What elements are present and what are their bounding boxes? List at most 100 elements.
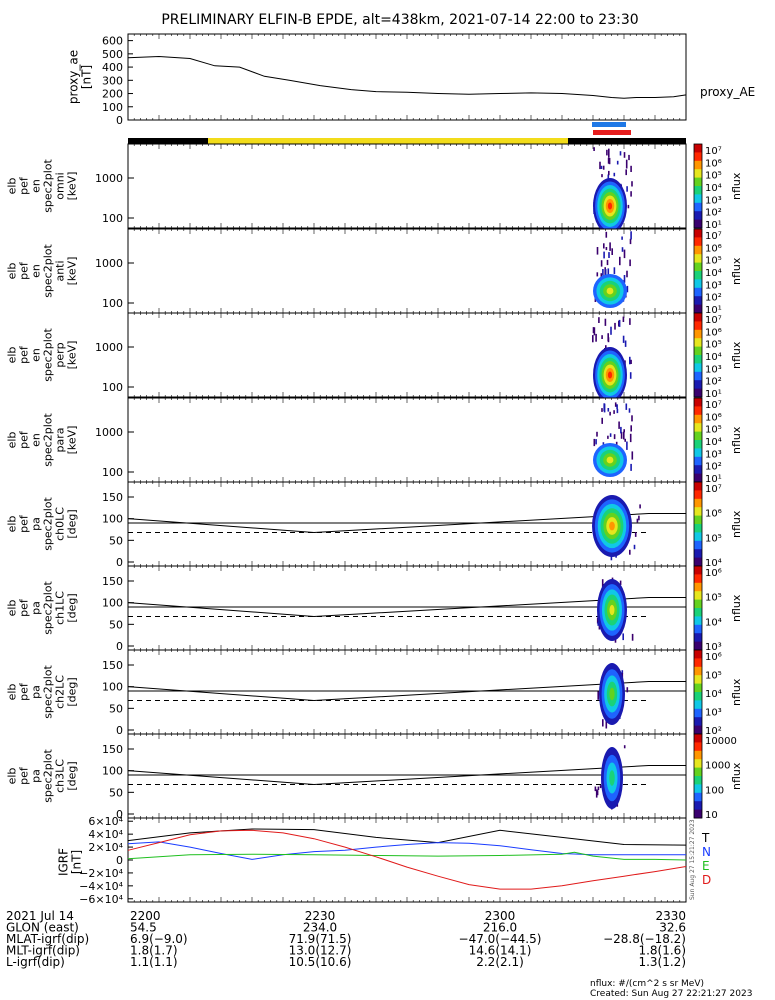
spectrogram-cell — [616, 408, 619, 414]
y-label-line: elb — [6, 178, 19, 195]
colorbar-cell — [694, 597, 702, 601]
spectrogram-cell — [622, 633, 624, 641]
colorbar-cell — [694, 357, 702, 360]
colorbar-cell — [694, 479, 702, 483]
colorbar-cell — [694, 706, 702, 710]
colorbar-tick-label: 10¹ — [705, 220, 722, 231]
colorbar-cell — [694, 515, 702, 519]
igrf-y-tick-label: 4×10⁴ — [88, 828, 123, 841]
x-axis-row-value: 71.9(71.5) — [289, 932, 352, 946]
y-tick-label: 1000 — [95, 426, 123, 439]
colorbar-cell — [694, 622, 702, 626]
colorbar-cell — [694, 162, 702, 166]
y-label-line: pef — [18, 514, 31, 533]
spectrogram-cell — [628, 408, 631, 413]
colorbar-cell — [694, 256, 702, 259]
spectrogram-cell — [593, 327, 596, 336]
colorbar-cell — [694, 595, 702, 598]
colorbar-cell — [694, 239, 702, 243]
colorbar-cell — [694, 200, 702, 204]
colorbar-cell — [694, 315, 702, 318]
spectrogram-cell — [631, 633, 634, 641]
colorbar-cell — [694, 671, 702, 674]
spectrogram-cell — [608, 157, 611, 165]
ae-y-tick-label: 300 — [102, 74, 123, 87]
y-label-line: elb — [6, 263, 19, 280]
colorbar-cell — [694, 188, 702, 191]
colorbar-cell — [694, 317, 702, 320]
colorbar-cell — [694, 465, 702, 468]
colorbar-cell — [694, 641, 702, 645]
spectrogram-cell — [613, 410, 615, 414]
colorbar-cell — [694, 761, 702, 764]
y-tick-label: 50 — [109, 534, 123, 547]
spectrogram-cell — [603, 251, 605, 259]
colorbar-cell — [694, 350, 702, 354]
colorbar-cell — [694, 355, 702, 358]
colorbar-cell — [694, 500, 702, 504]
colorbar-tick-label: 10² — [705, 462, 722, 473]
spectrogram-cell — [605, 345, 607, 349]
spectrogram-cell — [626, 441, 628, 450]
colorbar-cell — [694, 683, 702, 687]
colorbar-cell — [694, 340, 702, 343]
colorbar-cell — [694, 433, 702, 437]
colorbar-cell — [694, 482, 702, 485]
colorbar-cell — [694, 352, 702, 356]
y-label-line: ch0LC — [54, 507, 67, 541]
y-tick-label: 100 — [102, 297, 123, 310]
colorbar-frame — [693, 312, 703, 398]
y-label-line: [nT] — [80, 65, 94, 89]
colorbar-cell — [694, 559, 702, 563]
colorbar-cell — [694, 767, 702, 771]
spectrogram-cell — [623, 429, 625, 433]
spectrogram-cell — [621, 670, 624, 674]
colorbar-cell — [694, 213, 702, 216]
colorbar-cell — [694, 186, 702, 189]
spectrogram-cell — [623, 152, 626, 158]
colorbar-tick-label: 10¹ — [705, 474, 722, 485]
colorbar-cell — [694, 513, 702, 517]
colorbar-tick-label: 10⁶ — [705, 412, 722, 423]
ae-y-tick-label: 100 — [102, 101, 123, 114]
colorbar-cell — [694, 786, 702, 790]
colorbar-cell — [694, 331, 702, 335]
colorbar-label: nflux — [730, 594, 743, 622]
colorbar-cell — [694, 689, 702, 693]
x-axis-row-value: 54.5 — [130, 921, 157, 935]
colorbar-cell — [694, 287, 702, 291]
y-tick-label: 100 — [102, 513, 123, 526]
colorbar-cell — [694, 694, 702, 697]
y-label-line: pef — [18, 345, 31, 364]
colorbar-cell — [694, 757, 702, 760]
colorbar-cell — [694, 321, 702, 324]
spectrogram-cell — [601, 174, 603, 178]
y-label-line: elb — [6, 600, 19, 617]
colorbar-cell — [694, 323, 702, 327]
colorbar-cell — [694, 146, 702, 149]
spectrogram-cell — [630, 425, 632, 432]
x-axis-row-label: GLON (east) — [6, 921, 79, 935]
colorbar-cell — [694, 677, 702, 680]
spectrogram-cell — [613, 172, 616, 177]
colorbar-cell — [694, 540, 702, 544]
colorbar-cell — [694, 444, 702, 447]
spectrogram-cell — [607, 333, 609, 342]
y-label-line: spec2plot — [42, 497, 55, 551]
colorbar-cell — [694, 181, 702, 185]
y-label-line: perp — [54, 342, 67, 367]
colorbar-cell — [694, 175, 702, 179]
colorbar-tick-label: 10⁴ — [705, 183, 722, 194]
colorbar-cell — [694, 266, 702, 270]
y-label-line: [deg] — [66, 593, 79, 622]
colorbar-cell — [694, 196, 702, 200]
colorbar-cell — [694, 803, 702, 806]
x-axis-row-label: L-igrf(dip) — [6, 955, 65, 969]
y-label-line: [keV] — [66, 172, 79, 201]
